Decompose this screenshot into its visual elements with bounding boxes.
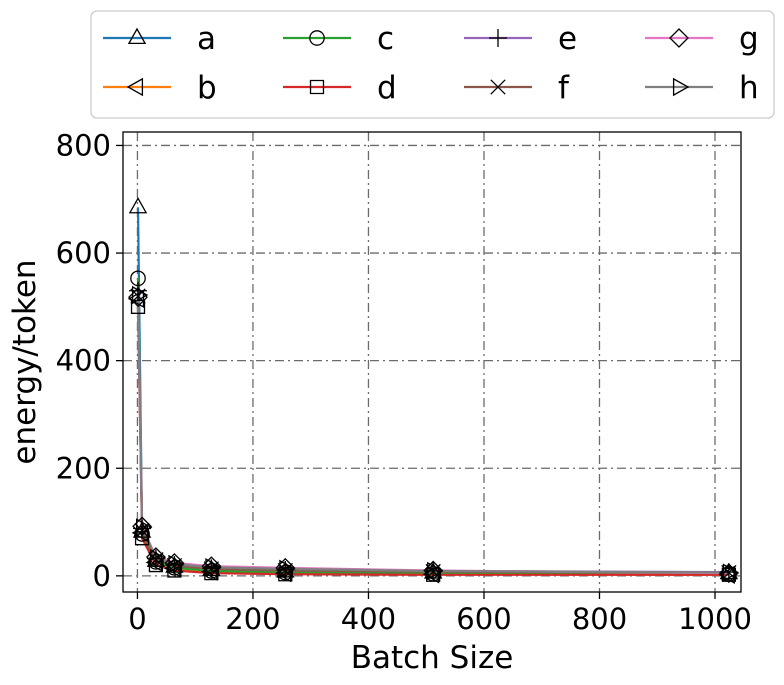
grid xyxy=(123,132,741,592)
series-line-a xyxy=(138,207,729,573)
legend-label: a xyxy=(197,21,216,57)
y-tick-label: 400 xyxy=(56,344,111,378)
x-tick-label: 600 xyxy=(456,602,511,636)
series-lines xyxy=(138,207,729,575)
y-axis-ticks: 0 200 400 600 800 xyxy=(56,128,123,592)
legend-label: b xyxy=(197,70,217,106)
series-markers xyxy=(129,198,738,583)
series-line-c xyxy=(138,278,729,574)
y-axis-label: energy/token xyxy=(7,259,43,464)
legend: ab cd ef gh xyxy=(91,11,774,118)
x-tick-label: 0 xyxy=(128,602,146,636)
x-axis-ticks: 0 200 400 600 800 1000 xyxy=(128,592,752,636)
series-line-h xyxy=(138,295,729,573)
legend-label: h xyxy=(739,70,759,106)
x-tick-label: 1000 xyxy=(678,602,752,636)
x-axis-label: Batch Size xyxy=(351,640,514,676)
legend-label: g xyxy=(739,21,759,57)
legend-label: e xyxy=(558,21,577,57)
series-line-g xyxy=(138,297,729,573)
legend-frame xyxy=(91,11,774,118)
plot-frame xyxy=(123,132,741,592)
x-tick-label: 800 xyxy=(572,602,627,636)
x-tick-label: 400 xyxy=(341,602,396,636)
series-line-e xyxy=(138,291,729,572)
series-line-b xyxy=(138,299,729,575)
y-tick-label: 0 xyxy=(93,559,111,593)
legend-label: f xyxy=(558,70,570,106)
x-tick-label: 200 xyxy=(225,602,280,636)
series-line-f xyxy=(138,296,729,572)
y-tick-label: 800 xyxy=(56,128,111,162)
y-tick-label: 600 xyxy=(56,236,111,270)
series-line-d xyxy=(138,307,729,575)
y-tick-label: 200 xyxy=(56,451,111,485)
legend-label: d xyxy=(377,70,397,106)
legend-label: c xyxy=(377,21,394,57)
